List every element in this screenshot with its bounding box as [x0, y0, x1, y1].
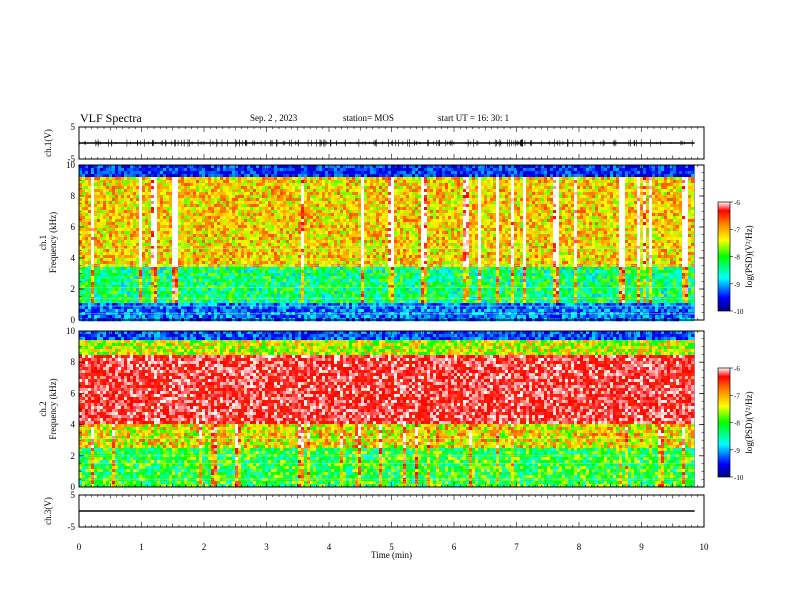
xtick-label-2: 2: [202, 542, 207, 552]
ch1-spectrogram-ylabel-1: ch.1: [38, 235, 48, 250]
ch1-wave-ytick-0: 5: [71, 122, 76, 132]
ch1-spec-ytick-4: 8: [71, 191, 76, 201]
xtick-label-9: 9: [639, 542, 644, 552]
xtick-label-1: 1: [139, 542, 144, 552]
ch1-spec-ytick-2: 4: [71, 253, 76, 263]
ch1-spec-ytick-1: 2: [71, 284, 76, 294]
xtick-label-6: 6: [452, 542, 457, 552]
ch2-colorbar-tick-0: -6: [734, 365, 740, 373]
ch1-colorbar: [718, 202, 730, 311]
ch2-colorbar-tick-2: -8: [734, 420, 740, 428]
ch1-spec-ytick-5: 10: [66, 160, 76, 170]
ch2-spectrogram-ylabel-2: Frequency (kHz): [48, 378, 58, 439]
ch2-spec-ytick-5: 10: [66, 326, 76, 336]
ch1-waveform-ylabel: ch.1(V): [43, 129, 53, 157]
xtick-label-3: 3: [264, 542, 269, 552]
ch3-waveform-ylabel: ch.3(V): [43, 497, 53, 525]
ch1-colorbar-tick-1: -7: [734, 226, 740, 234]
xtick-label-8: 8: [577, 542, 582, 552]
ch3-wave-ytick-1: -5: [68, 522, 76, 532]
ch2-spec-ytick-3: 6: [71, 388, 76, 398]
ch2-spec-ytick-4: 8: [71, 357, 76, 367]
ch1-colorbar-tick-2: -8: [734, 254, 740, 262]
ch2-spectrogram-image: [79, 331, 695, 487]
ch2-colorbar-tick-4: -10: [734, 474, 744, 482]
ch1-colorbar-tick-3: -9: [734, 281, 740, 289]
ch1-spectrogram-image: [79, 165, 695, 321]
ch1-colorbar-label: log(PSD)(V²/Hz): [744, 225, 754, 287]
ch2-colorbar-tick-1: -7: [734, 392, 740, 400]
ch1-colorbar-tick-0: -6: [734, 199, 740, 207]
chart-svg: 5-5024681002468105-5ch.1(V)ch.1 Frequency…: [0, 0, 792, 612]
ch2-colorbar-label: log(PSD)(V²/Hz): [744, 391, 754, 453]
ch2-colorbar-tick-3: -9: [734, 447, 740, 455]
ch1-colorbar-tick-4: -10: [734, 308, 744, 316]
xtick-label-10: 10: [700, 542, 710, 552]
ch2-spec-ytick-1: 2: [71, 451, 76, 461]
xtick-label-0: 0: [77, 542, 82, 552]
ch1-spec-ytick-0: 0: [71, 315, 76, 325]
ch2-spec-ytick-2: 4: [71, 420, 76, 430]
ch2-colorbar: [718, 368, 730, 477]
ch2-spectrogram-ylabel-1: ch.2: [38, 401, 48, 416]
xaxis-title: Time (min): [371, 550, 412, 560]
ch1-spectrogram-ylabel-2: Frequency (kHz): [48, 212, 58, 273]
ch1-spec-ytick-3: 6: [71, 222, 76, 232]
vlf-figure: VLF Spectra Sep. 2 , 2023 station= MOS s…: [0, 0, 792, 612]
xtick-label-4: 4: [327, 542, 332, 552]
xtick-label-7: 7: [514, 542, 519, 552]
ch3-wave-ytick-0: 5: [71, 490, 76, 500]
